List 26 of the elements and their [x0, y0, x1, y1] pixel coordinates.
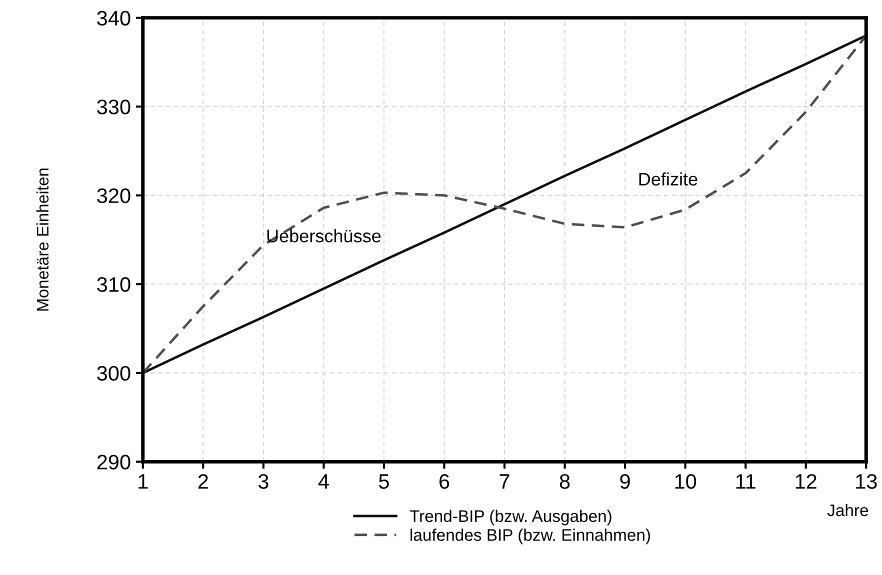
y-tick-label: 340: [97, 10, 130, 26]
x-tick-label: 6: [440, 474, 450, 489]
y-axis-title: Monetäre Einheiten: [36, 168, 49, 311]
annotation: Ueberschüsse: [267, 229, 381, 242]
x-tick-label: 3: [258, 474, 268, 489]
y-tick-label: 290: [97, 454, 130, 470]
x-tick-label: 8: [560, 474, 570, 489]
y-tick-label: 330: [97, 100, 130, 114]
x-tick-label: 7: [500, 474, 510, 489]
x-tick-label: 9: [620, 474, 630, 489]
legend-label: Trend-BIP (bzw. Ausgaben): [410, 510, 612, 526]
x-tick-label: 10: [675, 474, 696, 489]
x-tick-label: 13: [856, 474, 877, 489]
y-tick-label: 310: [97, 277, 130, 292]
x-tick-label: 12: [796, 474, 816, 489]
legend-label: laufendes BIP (bzw. Einnahmen): [410, 528, 650, 544]
x-tick-label: 1: [138, 474, 148, 489]
x-tick-label: 2: [198, 474, 208, 489]
annotation: Defizite: [639, 172, 698, 186]
x-tick-label: 11: [736, 474, 756, 489]
line-series: [142, 34, 866, 374]
x-tick-label: 4: [318, 474, 329, 489]
y-tick-label: 300: [97, 366, 130, 381]
x-tick-label: 5: [379, 474, 389, 489]
y-tick-label: 320: [97, 188, 130, 204]
x-axis-title: Jahre: [827, 504, 868, 516]
